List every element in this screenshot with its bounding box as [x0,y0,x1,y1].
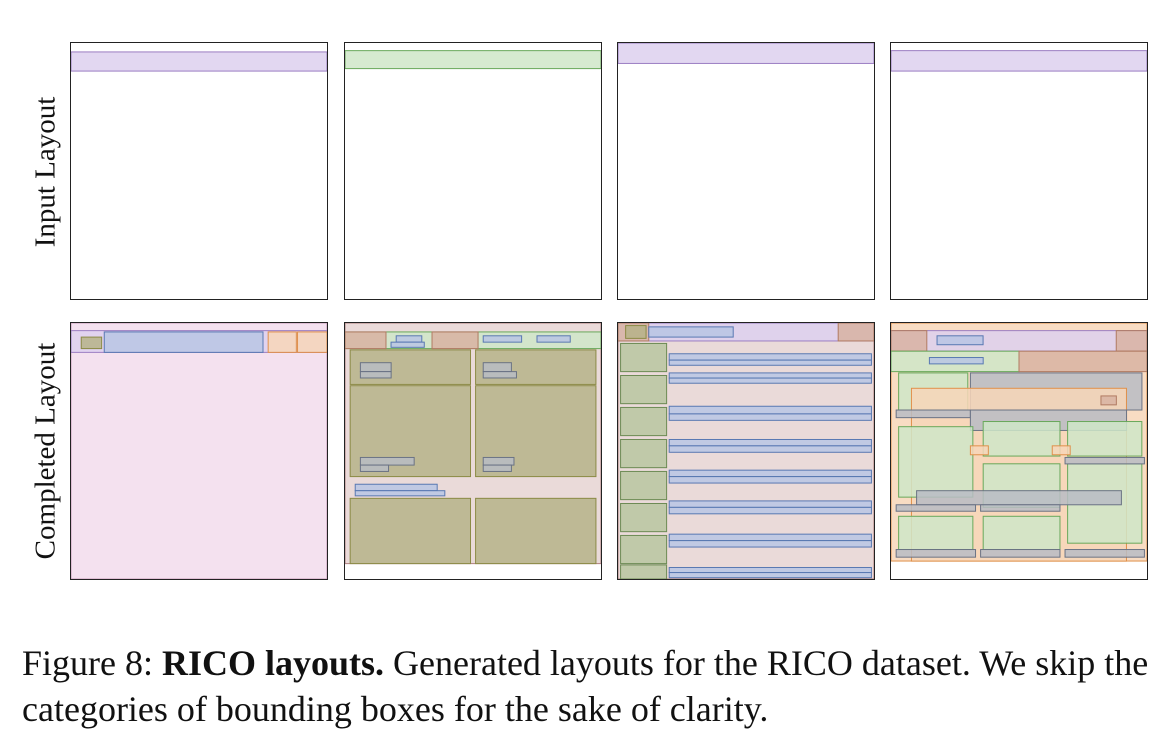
layout-box-green [898,515,974,551]
input-layout-panel-2 [344,42,602,300]
input-layout-panel-1 [70,42,328,300]
layout-box-olive [349,497,472,565]
layout-box-slate [359,464,390,472]
layout-box-sage [620,374,668,405]
layout-box-green [982,515,1061,551]
layout-box-blue [668,506,872,515]
layout-box-green [898,426,974,498]
layout-box-brown [431,331,479,350]
layout-box-slate [895,409,971,419]
layout-box-sage [620,438,668,469]
layout-box-brown [1115,330,1147,352]
layout-box-slate [482,371,517,379]
layout-box-green [345,50,601,70]
layout-box-slate [482,464,512,472]
layout-box-blue [668,413,872,421]
layout-box-blue [390,341,425,348]
layout-box-slate [359,362,392,373]
layout-box-blue [668,359,872,366]
layout-box-blue [482,335,523,343]
layout-box-slate [1064,456,1145,465]
layout-box-brown [1018,350,1147,373]
layout-box-blue [668,353,872,361]
layout-box-sage [620,470,668,501]
layout-box-sage [620,534,668,565]
layout-box-blue [668,469,872,478]
layout-box-blue [103,331,264,353]
layout-box-blue [668,377,872,384]
layout-box-pink [71,323,327,579]
layout-box-blue [668,540,872,548]
layout-box-sage [620,342,668,373]
layout-box-blue [354,490,446,497]
layout-box-purple [71,51,327,72]
layout-box-slate [895,549,977,558]
layout-box-blue [936,335,984,346]
input-layout-panel-3 [617,42,875,300]
layout-box-blue [668,372,872,379]
completed-layout-panel-4 [890,322,1148,580]
layout-box-blue [668,500,872,508]
layout-box-slate [359,456,415,466]
row-label-input: Input Layout [29,96,62,248]
layout-box-orange [1051,445,1071,456]
layout-box-orange [267,331,297,353]
layout-box-green [1067,421,1143,457]
layout-box-olive [80,336,103,350]
layout-box-olive [625,325,647,339]
layout-box-slate [1064,549,1145,558]
layout-box-brown [1100,395,1117,406]
layout-box-blue [395,335,423,343]
layout-box-slate [482,456,515,466]
completed-layout-panel-2 [344,322,602,580]
layout-box-blue [668,445,872,453]
completed-layout-panel-3 [617,322,875,580]
caption-text: Generated layouts for the RICO dataset. … [22,643,1149,729]
layout-box-sage [620,406,668,437]
layout-box-brown [837,323,874,342]
layout-box-blue [928,357,984,365]
layout-box-purple [891,50,1147,72]
layout-box-blue [668,405,872,415]
layout-box-slate [895,504,977,512]
layout-box-brown [345,331,387,350]
layout-box-brown [891,330,928,352]
layout-box-blue [648,326,734,338]
layout-box-slate [359,371,392,379]
layout-box-green [982,421,1061,457]
layout-box-blue [668,566,872,574]
layout-box-slate [916,490,1122,506]
row-label-completed: Completed Layout [29,342,62,560]
layout-box-blue [668,572,872,579]
completed-layout-panel-1 [70,322,328,580]
caption-prefix: Figure 8: [22,643,162,683]
layout-box-slate [980,549,1061,558]
layout-box-blue [536,335,571,343]
layout-box-blue [668,533,872,542]
layout-box-purple [891,330,1147,352]
layout-box-orange [969,445,989,456]
figure-caption: Figure 8: RICO layouts. Generated layout… [22,640,1162,732]
layout-box-olive [475,497,597,565]
layout-box-blue [668,476,872,484]
layout-box-slate [980,504,1061,512]
layout-box-purple [618,43,874,64]
input-layout-panel-4 [890,42,1148,300]
layout-box-sage [620,502,668,533]
caption-bold-title: RICO layouts. [162,643,385,683]
layout-box-sage [620,564,668,579]
layout-box-blue [354,483,438,492]
layout-box-blue [668,438,872,447]
layout-box-slate [482,362,512,373]
layout-box-orange [297,331,327,353]
